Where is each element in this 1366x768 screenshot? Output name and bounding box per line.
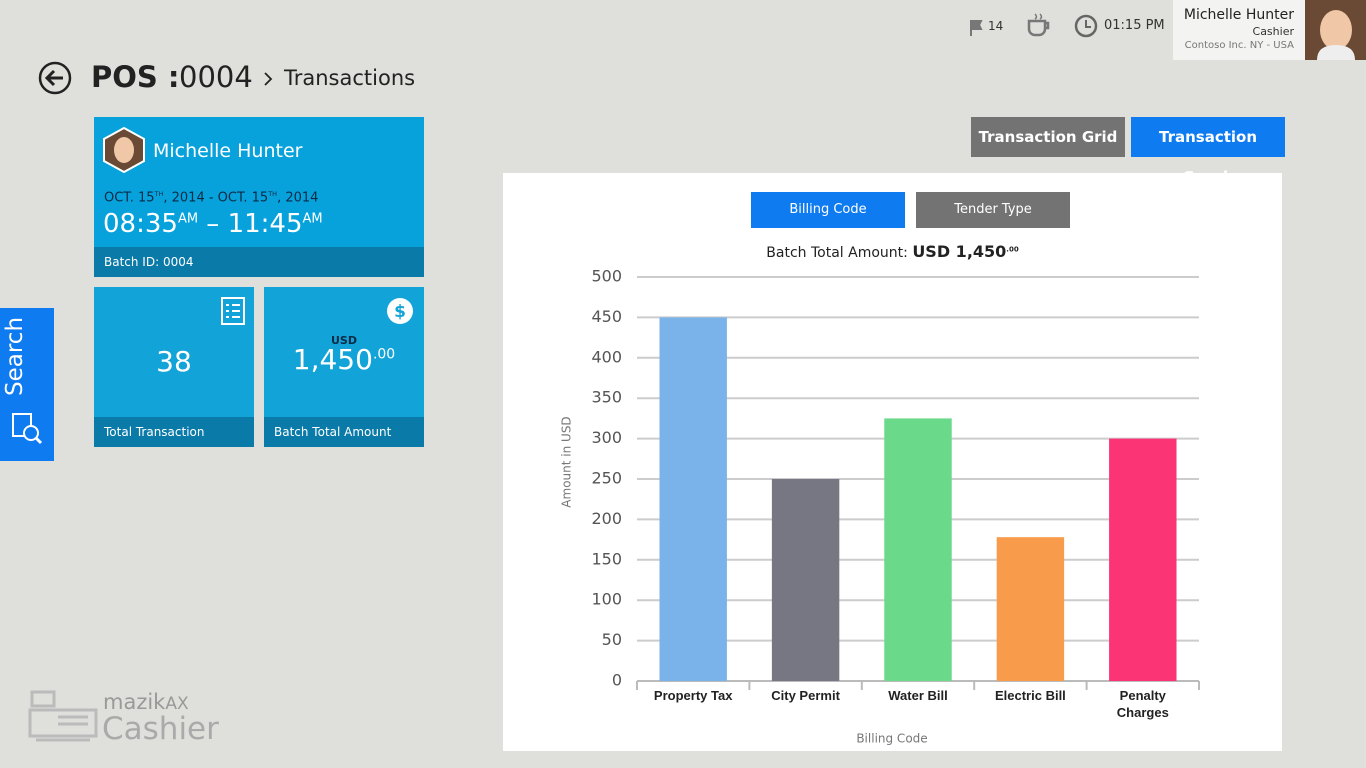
terminal-id: 0004 — [179, 60, 253, 94]
clock-time: 01:15 PM — [1104, 18, 1165, 33]
y-tick-label: 250 — [591, 469, 622, 488]
x-tick-label: City Permit — [771, 688, 840, 703]
bar — [884, 418, 952, 681]
date-part: , 2014 — [277, 190, 319, 206]
user-role: Cashier — [1252, 25, 1294, 38]
y-tick-label: 350 — [591, 388, 622, 407]
list-icon — [221, 297, 245, 325]
time-part: 08:35 — [103, 209, 178, 239]
x-tick-label: Penalty Charges — [1116, 688, 1169, 720]
tile-label: Batch Total Amount — [264, 417, 424, 447]
date-suffix: TH — [268, 190, 278, 198]
y-axis-label: Amount in USD — [560, 416, 574, 507]
logo-product: Cashier — [102, 711, 219, 747]
tile-value: 38 — [156, 345, 192, 378]
logo-brand: mazikAX — [103, 690, 189, 714]
chevron — [264, 72, 273, 86]
tab-graph[interactable]: Transaction Graph — [1131, 117, 1285, 186]
date-part: , 2014 - OCT. 15 — [163, 190, 269, 206]
tab-grid[interactable]: Transaction Grid — [971, 117, 1125, 157]
tile-batch-total[interactable]: $ USD 1,450.00 Batch Total Amount — [264, 287, 424, 447]
user-avatar — [1305, 0, 1366, 60]
tab-tender-type[interactable]: Tender Type — [916, 192, 1070, 228]
page-name: Transactions — [284, 66, 416, 90]
date-part: OCT. 15 — [104, 190, 155, 206]
y-tick-label: 450 — [591, 307, 622, 326]
batch-id: Batch ID: 0004 — [94, 247, 424, 277]
bar — [659, 317, 727, 681]
batch-card[interactable]: Michelle Hunter OCT. 15TH, 2014 - OCT. 1… — [94, 117, 424, 277]
y-tick-label: 50 — [602, 630, 622, 649]
y-tick-label: 100 — [591, 590, 622, 609]
app-name: POS : — [91, 60, 180, 94]
time-suffix: AM — [177, 211, 199, 227]
bar — [996, 537, 1065, 681]
x-axis-label: Billing Code — [856, 732, 927, 746]
y-tick-label: 200 — [591, 509, 622, 528]
time-part: – 11:45 — [198, 209, 303, 239]
time-suffix: AM — [302, 211, 323, 227]
date-suffix: TH — [154, 190, 164, 198]
title-amount: USD 1,450 — [912, 242, 1007, 261]
brand: mazik — [103, 690, 166, 714]
search-icon — [12, 413, 43, 445]
brand-suffix: AX — [165, 694, 189, 714]
amount: 1,450 — [292, 343, 373, 376]
search-button[interactable]: Search — [0, 308, 54, 461]
title-label: Batch Total Amount: — [766, 245, 908, 261]
tile-total-transaction[interactable]: 38 Total Transaction — [94, 287, 254, 447]
x-tick-label: Electric Bill — [994, 688, 1066, 703]
batch-user: Michelle Hunter — [153, 140, 303, 162]
flag-icon — [970, 20, 983, 36]
batch-time: 08:35AM – 11:45AM — [103, 209, 323, 239]
coffee-icon[interactable] — [1026, 11, 1052, 39]
y-tick-label: 150 — [591, 549, 622, 568]
y-tick-label: 500 — [591, 267, 622, 286]
batch-avatar — [103, 127, 145, 173]
back-button[interactable] — [37, 60, 73, 96]
clock-icon — [1074, 14, 1098, 38]
tile-label: Total Transaction — [94, 417, 254, 447]
y-tick-label: 0 — [612, 671, 622, 690]
x-tick-label: Water Bill — [888, 688, 948, 703]
title-cents: .00 — [1006, 245, 1019, 254]
y-tick-label: 400 — [591, 347, 622, 366]
flag-count: 14 — [988, 19, 1004, 33]
user-company: Contoso Inc. NY - USA — [1184, 40, 1294, 51]
tile-currency: USD — [331, 334, 357, 347]
bar — [1109, 438, 1177, 681]
tab-billing-code[interactable]: Billing Code — [751, 192, 905, 228]
bar — [771, 479, 840, 681]
logo-icon — [28, 690, 98, 742]
batch-date: OCT. 15TH, 2014 - OCT. 15TH, 2014 — [104, 190, 318, 205]
svg-text:$: $ — [394, 302, 406, 322]
dollar-icon: $ — [387, 298, 413, 324]
cents: .00 — [372, 346, 396, 363]
x-tick-label: Property Tax — [653, 688, 733, 703]
tile-amount: 1,450.00 — [264, 343, 424, 376]
chart-title: Batch Total Amount: USD 1,450.00 — [503, 242, 1282, 261]
user-name: Michelle Hunter — [1183, 7, 1294, 23]
y-tick-label: 300 — [591, 428, 622, 447]
